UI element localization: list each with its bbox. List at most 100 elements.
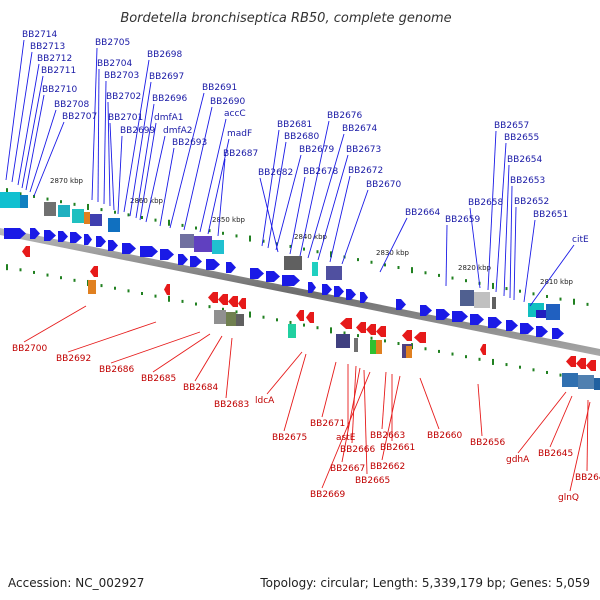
forward-gene-arrow bbox=[308, 282, 316, 293]
feature-box bbox=[236, 314, 244, 326]
tick-mark bbox=[46, 273, 49, 277]
forward-gene-arrow bbox=[506, 320, 518, 331]
accession-text: Accession: NC_002927 bbox=[8, 576, 144, 590]
leader-line bbox=[194, 335, 223, 382]
tick-mark bbox=[397, 266, 400, 270]
gene-label: BB2710 bbox=[42, 85, 78, 95]
tick-mark bbox=[276, 242, 278, 246]
tick-mark bbox=[546, 294, 548, 298]
gene-label: BB2687 bbox=[223, 149, 258, 159]
forward-gene-arrow bbox=[58, 231, 68, 242]
leader-line bbox=[123, 59, 150, 213]
feature-box bbox=[406, 346, 412, 358]
leader-line bbox=[289, 176, 306, 255]
feature-box bbox=[474, 292, 490, 308]
reverse-gene-arrow bbox=[296, 310, 304, 321]
leader-line bbox=[91, 47, 98, 201]
tick-mark bbox=[33, 270, 35, 274]
tick-mark bbox=[60, 200, 62, 204]
bottom-gene-labels: BB2700 BB2692 BB2686 BB2685 BB2684 BB2683 ldcA… bbox=[12, 344, 600, 503]
tick-mark bbox=[492, 358, 494, 365]
leader-line bbox=[469, 207, 481, 289]
tick-label: 2840 kbp bbox=[294, 233, 328, 241]
leader-line bbox=[139, 122, 157, 221]
leader-line bbox=[261, 129, 280, 247]
tick-mark bbox=[492, 282, 494, 289]
tick-mark bbox=[181, 299, 184, 303]
leader-line bbox=[259, 177, 279, 253]
reverse-gene-arrow bbox=[228, 296, 238, 307]
forward-gene-arrow bbox=[552, 328, 564, 339]
forward-gene-arrow bbox=[226, 262, 236, 273]
gene-label: BB2704 bbox=[97, 59, 133, 69]
bottom-leader-lines bbox=[23, 305, 591, 492]
tick-mark bbox=[195, 226, 197, 230]
tick-mark bbox=[303, 247, 305, 251]
summary-text: Topology: circular; Length: 5,339,179 bp… bbox=[259, 576, 590, 590]
feature-box bbox=[44, 202, 56, 216]
tick-label: 2830 kbp bbox=[376, 249, 410, 257]
tick-mark bbox=[181, 223, 184, 227]
forward-gene-arrow bbox=[334, 286, 344, 297]
tick-mark bbox=[6, 188, 8, 195]
leader-line bbox=[523, 219, 536, 303]
leader-line bbox=[329, 175, 351, 263]
reverse-gene-arrow bbox=[340, 318, 352, 329]
tick-mark bbox=[100, 208, 103, 212]
feature-box bbox=[594, 378, 600, 390]
tick-mark bbox=[519, 365, 521, 369]
tick-mark bbox=[127, 289, 130, 293]
tick-mark bbox=[168, 295, 170, 302]
tick-mark bbox=[424, 271, 427, 275]
top-leader-lines bbox=[5, 39, 575, 307]
forward-gene-arrow bbox=[178, 254, 188, 265]
tick-label: 2870 kbp bbox=[50, 177, 84, 185]
forward-gene-arrow bbox=[44, 230, 56, 241]
tick-mark bbox=[532, 292, 535, 296]
tick-label: 2820 kbp bbox=[458, 264, 492, 272]
tick-mark bbox=[505, 287, 508, 291]
reverse-gene-arrow bbox=[480, 344, 486, 355]
tick-labels: 2870 kbp 2860 kbp 2850 kbp 2840 kbp 2830 kbp… bbox=[50, 177, 574, 286]
leader-line bbox=[509, 185, 513, 299]
forward-gene-arrow bbox=[520, 323, 534, 334]
genome-backbone bbox=[0, 228, 600, 356]
leader-line bbox=[379, 217, 408, 273]
feature-box bbox=[460, 290, 474, 306]
forward-gene-arrow bbox=[122, 243, 136, 254]
gene-label: BB2673 bbox=[346, 145, 381, 155]
tick-mark bbox=[559, 297, 562, 301]
feature-box bbox=[90, 214, 102, 226]
leader-line bbox=[381, 371, 387, 430]
feature-box bbox=[336, 334, 350, 348]
gene-label: BB2703 bbox=[104, 71, 139, 81]
feature-box bbox=[546, 304, 560, 320]
gene-label: BB2685 bbox=[141, 374, 176, 384]
reverse-gene-arrow bbox=[366, 324, 376, 335]
feature-box bbox=[72, 209, 84, 223]
tick-label: 2810 kbp bbox=[540, 278, 574, 286]
leader-line bbox=[199, 118, 227, 233]
tick-mark bbox=[208, 305, 211, 309]
tick-mark bbox=[235, 234, 238, 238]
gene-label: BB2699 bbox=[120, 126, 156, 136]
tick-mark bbox=[249, 235, 251, 242]
tick-mark bbox=[289, 320, 292, 324]
gene-label: BB2711 bbox=[41, 66, 76, 76]
forward-gene-arrow bbox=[322, 284, 332, 295]
tick-mark bbox=[114, 286, 116, 290]
forward-genes bbox=[4, 228, 564, 339]
feature-box bbox=[0, 192, 20, 208]
gene-label: BB2675 bbox=[272, 433, 307, 443]
reverse-gene-arrow bbox=[376, 326, 386, 337]
leader-line bbox=[145, 135, 166, 223]
tick-mark bbox=[330, 251, 332, 258]
tick-mark bbox=[465, 279, 467, 283]
forward-gene-arrow bbox=[470, 314, 484, 325]
tick-mark bbox=[357, 258, 359, 262]
tick-mark bbox=[438, 273, 440, 277]
reverse-genes bbox=[22, 246, 596, 371]
tick-mark bbox=[357, 334, 359, 338]
feature-box bbox=[84, 212, 90, 224]
tick-mark bbox=[262, 315, 265, 319]
